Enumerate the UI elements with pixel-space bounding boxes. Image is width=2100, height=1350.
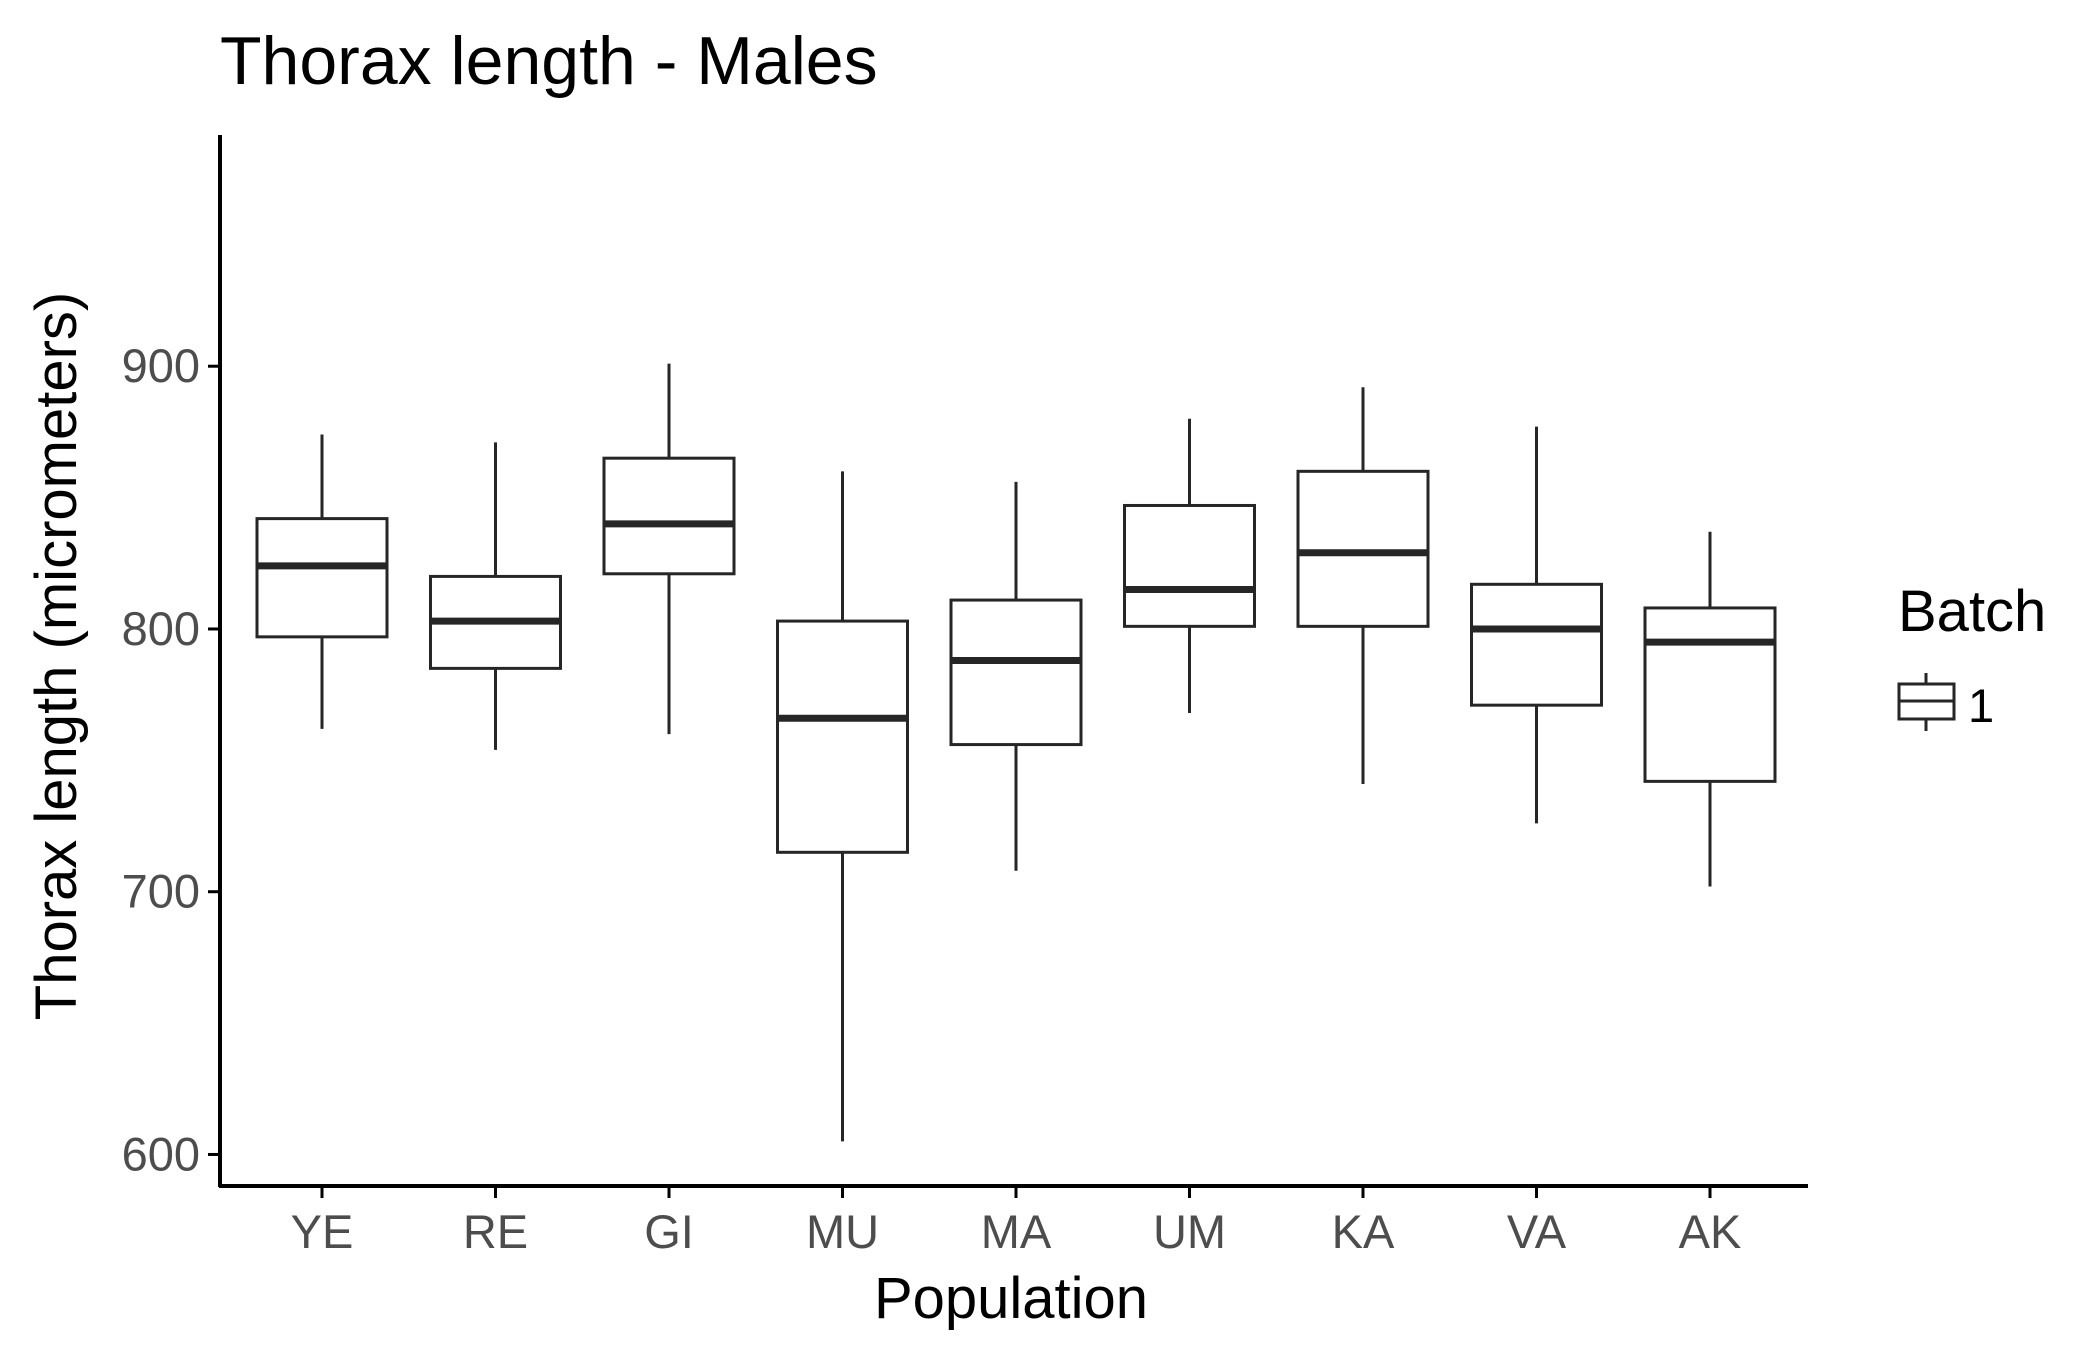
y-tick-label-600: 600 [122,1127,200,1180]
box-ye [255,434,389,729]
plot-area [255,363,1777,1142]
legend-title: Batch [1898,579,2046,644]
box-re [429,442,562,750]
y-tick-label-900: 900 [122,339,200,392]
legend: Batch 1 [1897,579,2046,732]
iqr-box-va [1470,582,1603,707]
legend-key [1897,673,1956,731]
iqr-box-mu [776,619,909,854]
iqr-box-ye [255,517,389,639]
x-tick-label-um: UM [1153,1205,1226,1258]
iqr-box-gi [602,456,736,576]
x-tick-label-ma: MA [981,1205,1052,1258]
iqr-box-um [1123,503,1256,628]
iqr-box-ak [1643,606,1777,783]
box-ma [949,481,1083,871]
axes: 600 700 800 900 YE RE GI MU MA UM KA VA AK [122,135,1808,1258]
iqr-box-ka [1296,469,1430,628]
x-tick-label-ak: AK [1679,1205,1742,1258]
x-tick-label-ka: KA [1332,1205,1395,1258]
legend-label: 1 [1968,679,1994,732]
x-tick-label-mu: MU [806,1205,879,1258]
box-gi [602,363,736,735]
y-tick-label-700: 700 [122,865,200,918]
box-ak [1643,531,1777,887]
x-tick-label-re: RE [463,1205,528,1258]
box-mu [776,471,909,1142]
chart-title: Thorax length - Males [220,23,878,99]
box-um [1123,418,1256,714]
iqr-box-ma [949,598,1083,747]
y-tick-label-800: 800 [122,602,200,655]
y-axis-label: Thorax length (micrometers) [24,292,89,1020]
box-ka [1296,387,1430,784]
x-tick-label-ye: YE [291,1205,354,1258]
box-va [1470,426,1603,824]
x-tick-label-gi: GI [644,1205,694,1258]
x-tick-label-va: VA [1507,1205,1567,1258]
x-axis-label: Population [874,1266,1148,1331]
